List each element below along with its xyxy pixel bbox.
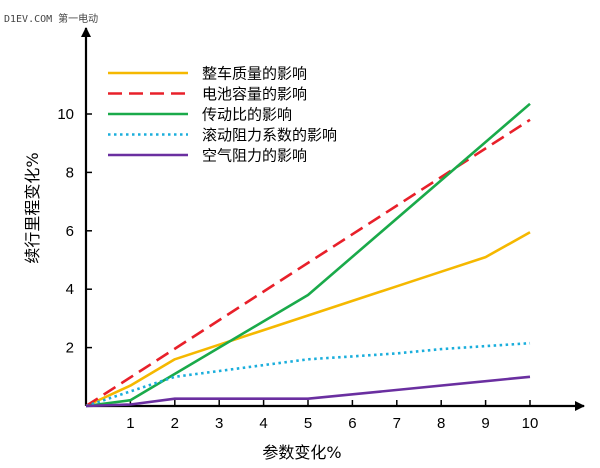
x-tick-label: 6 <box>348 415 356 432</box>
y-tick-label: 4 <box>66 281 74 298</box>
series-line <box>85 231 531 408</box>
y-tick-label: 6 <box>66 223 74 240</box>
x-tick-label: 5 <box>304 415 312 432</box>
series-line <box>85 102 531 408</box>
watermark: D1EV.COM 第一电动 <box>4 14 99 25</box>
axes <box>81 27 585 411</box>
x-tick-label: 9 <box>481 415 489 432</box>
x-tick-label: 10 <box>522 415 539 432</box>
y-tick-label: 10 <box>57 106 74 123</box>
y-tick-label: 2 <box>66 340 74 357</box>
x-tick-label: 4 <box>259 415 267 432</box>
series-line <box>85 118 531 408</box>
ticks: 1 2 3 4 5 6 7 8 9 10 2 4 6 8 10 <box>57 106 538 432</box>
series-line <box>85 375 531 408</box>
series-lines <box>85 102 531 408</box>
legend-entry-label: 滚动阻力系数的影响 <box>202 126 337 144</box>
x-tick-label: 7 <box>393 415 401 432</box>
x-tick-label: 8 <box>437 415 445 432</box>
legend-entry-label: 空气阻力的影响 <box>202 147 307 165</box>
x-tick-label: 2 <box>171 415 179 432</box>
x-tick-label: 3 <box>215 415 223 432</box>
series-line <box>85 341 531 408</box>
x-tick-label: 1 <box>126 415 134 432</box>
y-axis-label: 续行里程变化% <box>23 152 42 263</box>
y-tick-label: 8 <box>66 164 74 181</box>
legend-entry-label: 传动比的影响 <box>202 106 292 124</box>
legend-entry-label: 整车质量的影响 <box>202 65 307 83</box>
x-axis-label: 参数变化% <box>262 443 341 462</box>
legend-entry-label: 电池容量的影响 <box>202 85 307 103</box>
